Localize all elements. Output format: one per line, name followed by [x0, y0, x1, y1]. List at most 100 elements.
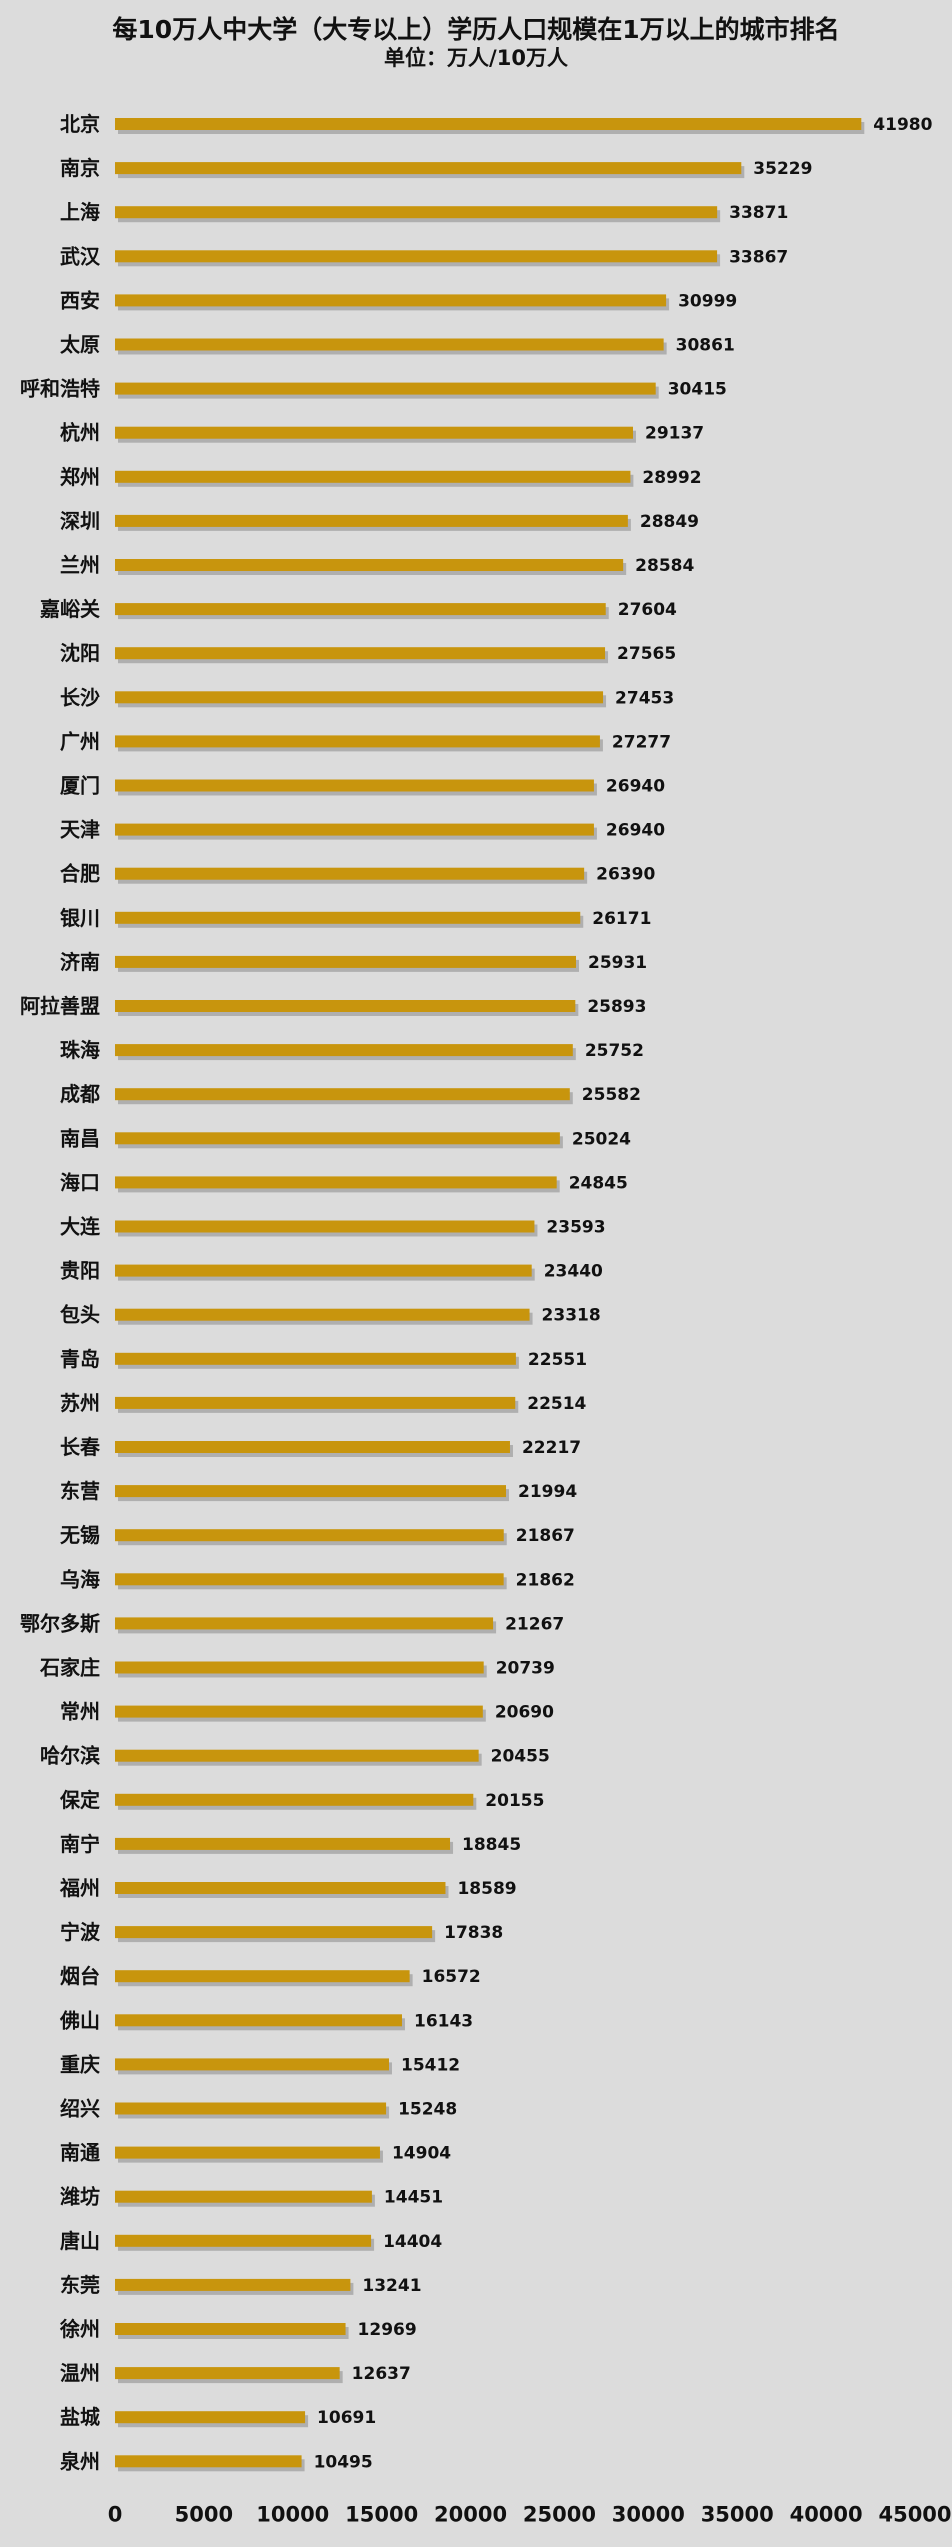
- bars-layer: [115, 118, 865, 2472]
- bar: [115, 470, 631, 483]
- bar: [115, 1837, 451, 1850]
- bar: [115, 2455, 302, 2468]
- value-label: 23318: [542, 1306, 601, 1326]
- x-axis-ticks: 0 5000 10000 15000 20000 25000 30000 35000 40000…: [108, 2502, 952, 2526]
- value-label: 22514: [527, 1394, 586, 1414]
- category-label: 嘉峪关: [39, 597, 100, 621]
- value-label: 14904: [392, 2144, 451, 2164]
- value-label: 28584: [635, 556, 694, 576]
- category-label: 武汉: [60, 244, 101, 268]
- bar: [115, 206, 718, 219]
- bar: [115, 1044, 573, 1057]
- value-label: 25582: [582, 1085, 641, 1105]
- category-label: 绍兴: [60, 2097, 100, 2121]
- bar: [115, 2367, 340, 2380]
- category-label: 贵阳: [60, 1259, 100, 1283]
- value-label: 30861: [676, 336, 735, 356]
- value-label: 20455: [491, 1747, 550, 1767]
- category-label: 佛山: [59, 2008, 100, 2032]
- value-label: 25024: [572, 1129, 631, 1149]
- value-label: 12637: [352, 2364, 411, 2384]
- value-label: 25752: [585, 1041, 644, 1061]
- category-label: 福州: [59, 1876, 100, 1900]
- value-label: 16143: [414, 2011, 473, 2031]
- value-label: 23440: [544, 1262, 603, 1282]
- value-label: 18589: [457, 1879, 516, 1899]
- category-label: 长春: [60, 1435, 101, 1459]
- bar: [115, 1617, 494, 1630]
- bar: [115, 779, 594, 792]
- category-label: 海口: [60, 1170, 100, 1194]
- category-label: 大连: [60, 1215, 101, 1239]
- value-label: 25931: [588, 953, 647, 973]
- category-label: 珠海: [60, 1038, 100, 1062]
- category-label: 银川: [60, 906, 100, 930]
- bar: [115, 647, 606, 660]
- bar: [115, 294, 667, 307]
- category-label: 泉州: [59, 2449, 100, 2473]
- value-label: 35229: [753, 159, 812, 179]
- bar: [115, 1882, 446, 1894]
- category-label: 东营: [60, 1479, 100, 1503]
- value-label: 24845: [569, 1173, 628, 1193]
- category-label: 深圳: [60, 509, 100, 533]
- category-label: 重庆: [60, 2052, 100, 2076]
- value-label: 22551: [528, 1350, 587, 1370]
- value-label: 14451: [384, 2188, 443, 2208]
- category-label: 无锡: [60, 1523, 100, 1547]
- value-label: 16572: [422, 1967, 481, 1987]
- bar: [115, 1220, 535, 1233]
- category-label: 南宁: [60, 1832, 100, 1856]
- bar: [115, 2102, 387, 2115]
- bar: [115, 1573, 504, 1586]
- category-label: 徐州: [59, 2317, 100, 2341]
- value-label: 26940: [606, 821, 665, 841]
- category-label: 南京: [60, 156, 100, 180]
- value-label: 20155: [485, 1791, 544, 1811]
- value-label: 20690: [495, 1703, 554, 1723]
- category-label: 成都: [60, 1082, 100, 1106]
- chart-title: 每10万人中大学（大专以上）学历人口规模在1万以上的城市排名: [112, 15, 840, 44]
- category-label: 太原: [60, 333, 100, 357]
- bar: [115, 559, 624, 571]
- value-label: 27277: [612, 732, 671, 752]
- x-tick-label: 35000: [701, 2502, 774, 2526]
- x-tick-label: 45000: [878, 2502, 951, 2526]
- bar: [115, 1793, 474, 1806]
- bar: [115, 382, 656, 395]
- category-label: 保定: [59, 1788, 100, 1812]
- value-label: 15412: [401, 2055, 460, 2075]
- value-label: 28992: [642, 468, 701, 488]
- bar: [115, 955, 576, 968]
- x-tick-label: 10000: [256, 2502, 329, 2526]
- category-label: 沈阳: [60, 641, 100, 665]
- bar: [115, 2146, 380, 2159]
- bar: [115, 2190, 372, 2203]
- value-label: 41980: [873, 115, 932, 135]
- category-label: 南通: [60, 2141, 100, 2165]
- x-tick-label: 30000: [612, 2502, 685, 2526]
- bar: [115, 250, 718, 263]
- bar: [115, 338, 664, 351]
- value-label: 29137: [645, 424, 704, 444]
- bar: [115, 2278, 351, 2291]
- bar: [115, 426, 633, 439]
- value-label: 26390: [596, 865, 655, 885]
- category-label: 常州: [60, 1700, 100, 1724]
- bar: [115, 514, 628, 527]
- bar: [115, 1970, 410, 1983]
- bar: [115, 1000, 576, 1012]
- value-label: 28849: [640, 512, 699, 532]
- category-label: 哈尔滨: [40, 1744, 100, 1768]
- category-label: 天津: [60, 818, 100, 842]
- bar: [115, 2411, 306, 2424]
- bar: [115, 1396, 516, 1409]
- bar: [115, 1661, 484, 1674]
- value-label: 17838: [444, 1923, 503, 1943]
- bar: [115, 118, 862, 130]
- bar: [115, 2014, 402, 2027]
- category-label: 鄂尔多斯: [20, 1611, 100, 1635]
- category-label: 呼和浩特: [20, 377, 100, 401]
